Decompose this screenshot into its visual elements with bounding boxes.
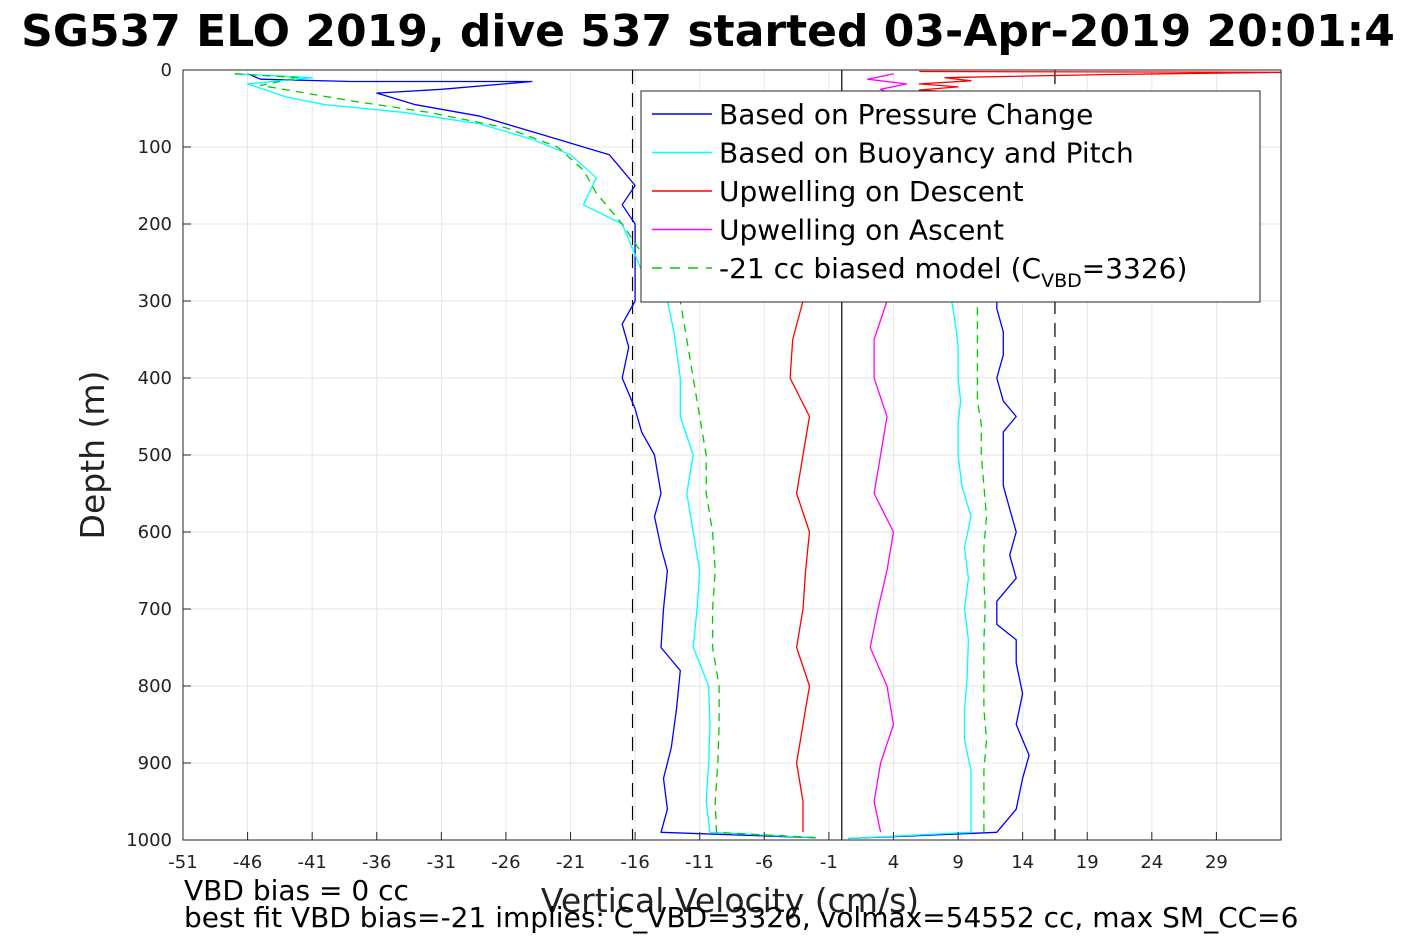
- legend-label: Upwelling on Ascent: [719, 214, 1004, 247]
- vbd-bias-note: VBD bias = 0 cc: [184, 874, 409, 907]
- series-line: [234, 73, 817, 839]
- y-tick-label: 200: [138, 214, 172, 235]
- series-line: [247, 73, 817, 839]
- series-group: [234, 70, 1282, 840]
- x-tick-label: -26: [491, 852, 520, 873]
- legend-label: -21 cc biased model (CVBD=3326): [719, 252, 1187, 292]
- x-tick-label: -21: [556, 852, 585, 873]
- x-tick-label: 9: [952, 852, 963, 873]
- y-tick-label: 800: [138, 676, 172, 697]
- x-tick-label: -6: [755, 852, 773, 873]
- x-tick-label: 29: [1205, 852, 1228, 873]
- series-line: [976, 301, 988, 833]
- y-axis-ticks: 0 100 200 300 400 500 600 700 800 900 1000: [126, 60, 191, 851]
- x-axis-ticks: -51 -46 -41 -36 -31 -26 -21 -16 -11 -6 -1 4 9 14 19 24 2…: [168, 832, 1228, 873]
- series-line: [848, 301, 1030, 840]
- y-tick-label: 500: [138, 445, 172, 466]
- legend-label-text: Based on Buoyancy and Pitch: [719, 137, 1134, 170]
- legend-label-text: Based on Pressure Change: [719, 98, 1093, 131]
- series-line: [869, 300, 895, 833]
- x-tick-label: -36: [362, 852, 391, 873]
- y-tick-label: 1000: [126, 830, 172, 851]
- y-tick-label: 700: [138, 599, 172, 620]
- x-tick-label: 24: [1140, 852, 1163, 873]
- y-tick-label: 900: [138, 753, 172, 774]
- x-axis-label: Vertical Velocity (cm/s): [541, 881, 919, 920]
- y-axis-label: Depth (m): [73, 371, 112, 540]
- y-tick-label: 100: [138, 137, 172, 158]
- legend-label-tail: =3326): [1082, 252, 1188, 285]
- best-fit-note: best fit VBD bias=-21 implies: C_VBD=332…: [184, 901, 1298, 934]
- x-tick-label: 4: [888, 852, 899, 873]
- legend: Based on Pressure Change Based on Buoyanc…: [640, 90, 1261, 303]
- x-tick-label: -1: [820, 852, 838, 873]
- y-tick-label: 300: [138, 291, 172, 312]
- x-tick-label: -41: [297, 852, 326, 873]
- series-line: [234, 73, 817, 839]
- legend-label: Based on Pressure Change: [719, 98, 1093, 131]
- legend-label-subscript: VBD: [1041, 270, 1082, 292]
- legend-label-text: Upwelling on Ascent: [719, 214, 1004, 247]
- legend-label-text: Upwelling on Descent: [719, 175, 1024, 208]
- chart-title: SG537 ELO 2019, dive 537 started 03-Apr-…: [21, 6, 1395, 57]
- series-line: [848, 300, 972, 840]
- y-tick-label: 0: [161, 60, 172, 81]
- x-tick-label: 19: [1076, 852, 1099, 873]
- y-tick-label: 400: [138, 368, 172, 389]
- legend-label: Based on Buoyancy and Pitch: [719, 137, 1134, 170]
- legend-label-text: -21 cc biased model (C: [719, 252, 1041, 285]
- x-tick-label: 14: [1011, 852, 1034, 873]
- series-line: [789, 300, 811, 833]
- x-tick-label: -11: [685, 852, 714, 873]
- y-tick-label: 600: [138, 522, 172, 543]
- legend-label: Upwelling on Descent: [719, 175, 1024, 208]
- x-tick-label: -51: [168, 852, 197, 873]
- x-tick-label: -31: [427, 852, 456, 873]
- x-tick-label: -46: [233, 852, 262, 873]
- x-tick-label: -16: [620, 852, 649, 873]
- legend-box: [640, 90, 1261, 303]
